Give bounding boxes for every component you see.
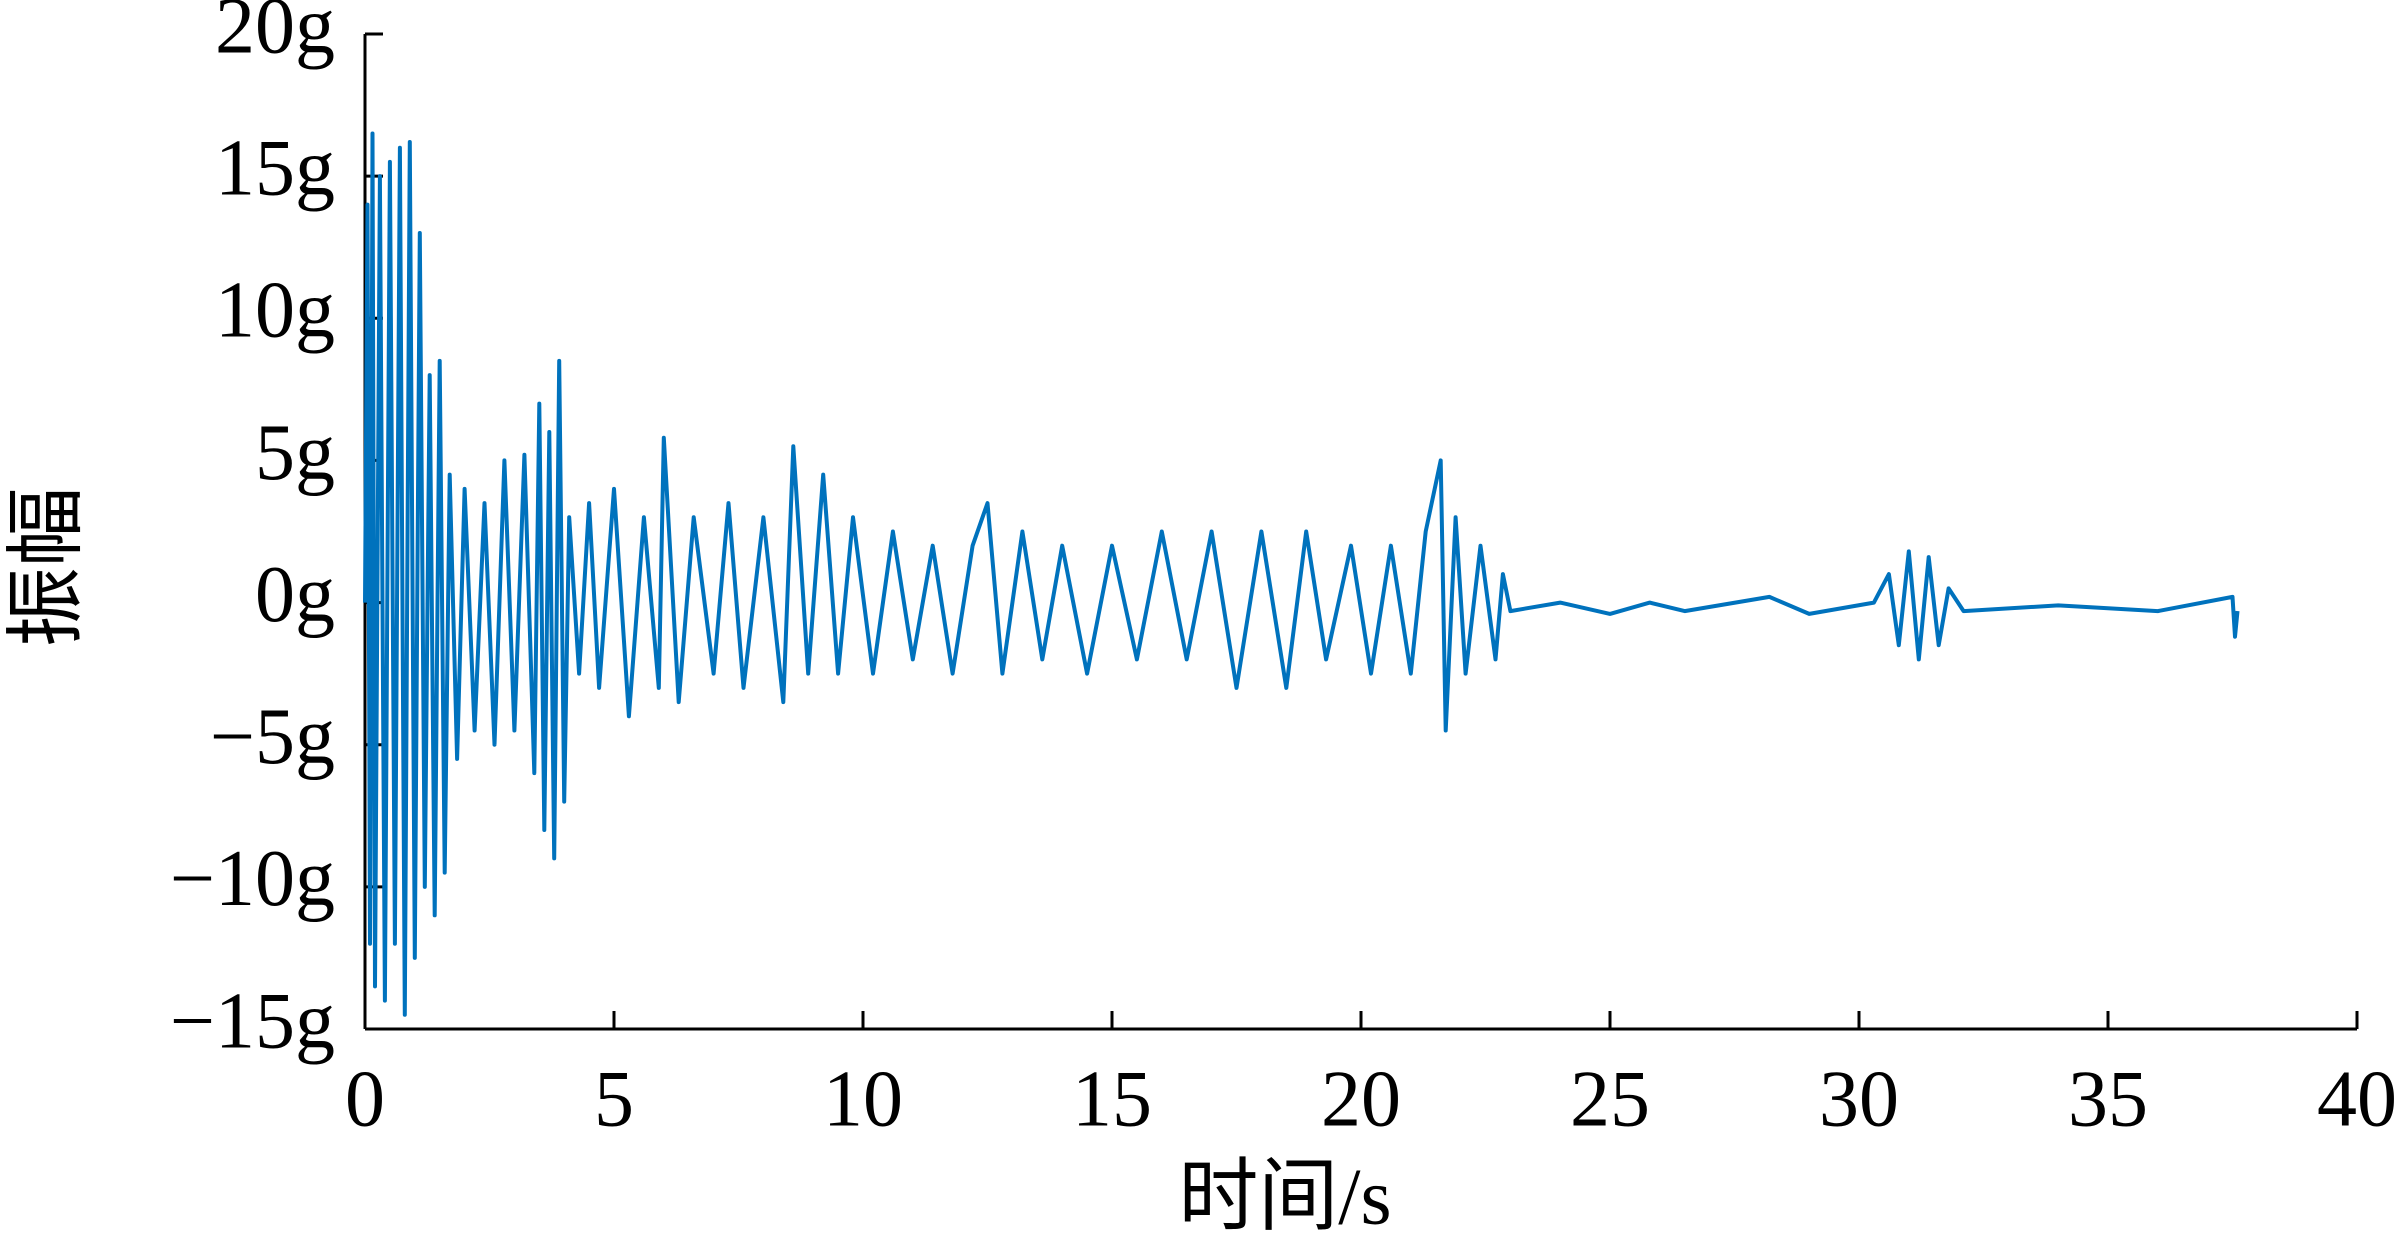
y-tick-label: −5g [210,693,335,781]
x-tick-label: 0 [345,1055,385,1143]
y-tick-label: −15g [170,977,335,1065]
y-tick-label: 5g [255,409,335,497]
x-tick-label: 20 [1321,1055,1401,1143]
x-tick-label: 10 [823,1055,903,1143]
y-axis-label: 振幅 [3,487,91,647]
x-tick-label: 25 [1570,1055,1650,1143]
y-tick-label: 10g [215,267,335,355]
signal-line [363,131,2240,1017]
x-axis-label: 时间/s [1178,1153,1391,1241]
x-tick-label: 5 [594,1055,634,1143]
x-tick-label: 35 [2068,1055,2148,1143]
x-tick-label: 40 [2317,1055,2397,1143]
x-tick-label: 15 [1072,1055,1152,1143]
y-tick-label: 0g [255,551,335,639]
x-tick-label: 30 [1819,1055,1899,1143]
y-tick-label: −10g [170,835,335,923]
y-tick-label: 15g [215,125,335,213]
y-tick-label: 20g [215,0,335,70]
